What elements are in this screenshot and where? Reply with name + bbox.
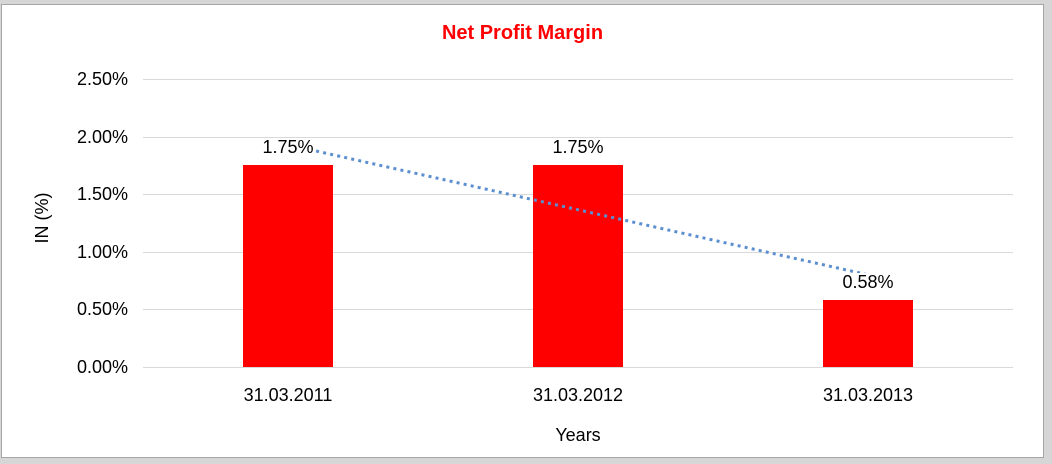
y-axis-title: IN (%) — [32, 192, 52, 244]
trendline — [287, 143, 869, 277]
chart-panel: Net Profit Margin IN (%) 1.75% 1.75% 0.58%… — [1, 4, 1044, 458]
y-tick-label: 2.00% — [76, 127, 128, 147]
gridline — [143, 137, 1013, 138]
y-tick-label: 0.50% — [76, 299, 128, 319]
gridline — [143, 367, 1013, 368]
bar — [823, 300, 913, 367]
chart-title: Net Profit Margin — [441, 22, 604, 44]
y-tick-label: 1.50% — [76, 184, 128, 204]
bar-data-label: 1.75% — [551, 137, 605, 157]
gridline — [143, 79, 1013, 80]
trendline-svg — [287, 143, 869, 277]
bar-data-label: 1.75% — [261, 137, 315, 157]
bar — [243, 165, 333, 367]
x-tick-label: 31.03.2013 — [822, 385, 914, 405]
y-tick-label: 0.00% — [76, 357, 128, 377]
bar-data-label: 0.58% — [841, 272, 895, 292]
bar — [533, 165, 623, 367]
y-tick-label: 2.50% — [76, 69, 128, 89]
y-tick-label: 1.00% — [76, 242, 128, 262]
x-tick-label: 31.03.2012 — [532, 385, 624, 405]
x-tick-label: 31.03.2011 — [243, 385, 333, 405]
plot-area: 1.75% 1.75% 0.58% — [143, 79, 1013, 368]
x-axis-title: Years — [555, 425, 601, 445]
